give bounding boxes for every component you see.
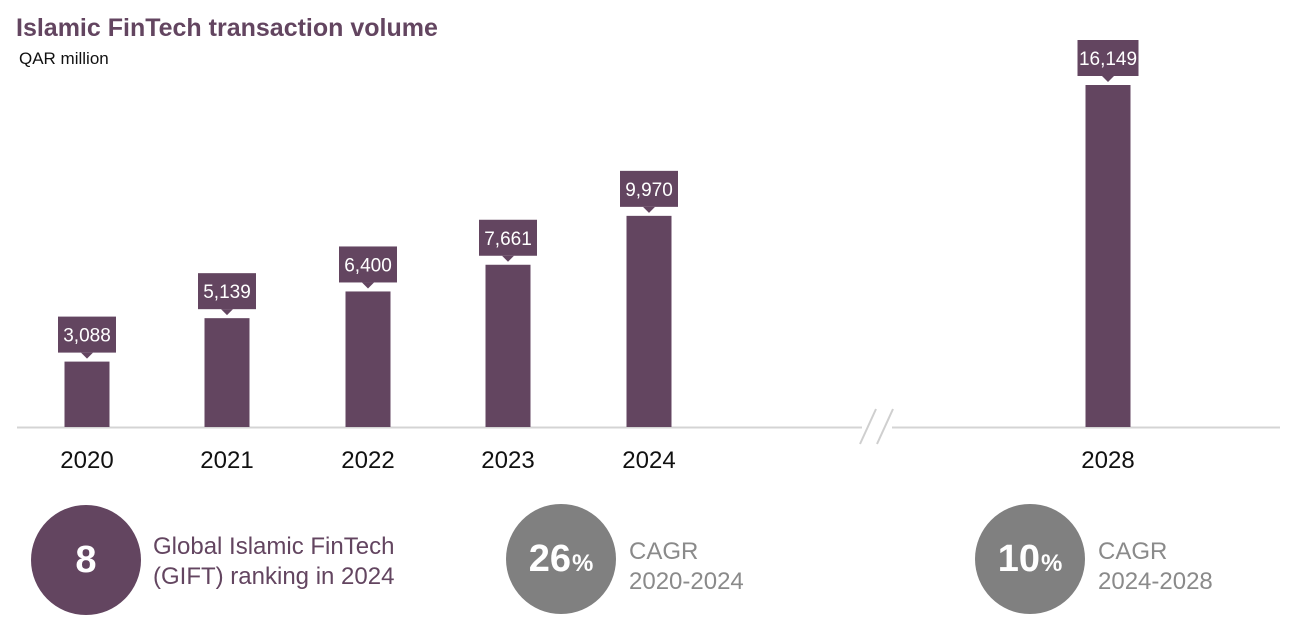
bar-chart: 3,088 2020 5,139 2021 6,400 2022 7,661 2023 9,97… xyxy=(17,40,1280,474)
ranking-caption: Global Islamic FinTech (GIFT) ranking in… xyxy=(153,532,394,592)
ranking-circle: 8 xyxy=(31,505,141,615)
bar-2022 xyxy=(345,291,391,427)
value-callout-2023 xyxy=(479,219,537,256)
cagr-2020-2024-caption: CAGR 2020-2024 xyxy=(629,537,744,597)
value-label-2022: 6,400 xyxy=(344,255,392,276)
chart-unit: QAR million xyxy=(19,49,109,68)
bar-2020 xyxy=(64,361,110,427)
cagr-caption-line: 2024-2028 xyxy=(1098,568,1213,595)
ranking-value: 8 xyxy=(75,538,97,581)
ranking-caption-line: Global Islamic FinTech xyxy=(153,533,395,560)
x-tick-label-2023: 2023 xyxy=(481,447,534,474)
value-callout-pointer-2024 xyxy=(643,206,655,213)
axis-break-mark xyxy=(876,408,894,445)
x-tick-label-2024: 2024 xyxy=(622,447,675,474)
cagr-value: 26 xyxy=(528,537,571,580)
ranking-caption-line: (GIFT) ranking in 2024 xyxy=(153,563,395,590)
bar-2021 xyxy=(204,318,250,427)
x-tick-label-2020: 2020 xyxy=(60,447,113,474)
bar-2023 xyxy=(485,264,531,427)
percent-sign: % xyxy=(571,550,594,577)
value-callout-pointer-2020 xyxy=(81,352,93,359)
value-callout-2020 xyxy=(58,316,116,353)
value-label-2020: 3,088 xyxy=(63,326,111,347)
value-label-2028: 16,149 xyxy=(1079,49,1137,70)
axis-break-mark xyxy=(859,408,877,445)
x-tick-label-2028: 2028 xyxy=(1081,447,1134,474)
value-label-2023: 7,661 xyxy=(484,229,532,250)
value-callout-pointer-2023 xyxy=(502,255,514,262)
cagr-caption-line: 2020-2024 xyxy=(629,568,744,595)
value-callout-2022 xyxy=(339,246,397,283)
value-label-2021: 5,139 xyxy=(203,282,251,303)
value-callout-pointer-2021 xyxy=(221,309,233,316)
x-tick-label-2022: 2022 xyxy=(341,447,394,474)
cagr-caption-line: CAGR xyxy=(1098,538,1168,565)
value-label-2024: 9,970 xyxy=(625,180,673,201)
value-callout-pointer-2022 xyxy=(362,282,374,289)
cagr-2024-2028-caption: CAGR 2024-2028 xyxy=(1098,537,1213,597)
cagr-value: 10 xyxy=(997,537,1040,580)
x-tick-label-2021: 2021 xyxy=(200,447,253,474)
chart-title: Islamic FinTech transaction volume xyxy=(16,14,438,42)
value-callout-2024 xyxy=(620,170,678,207)
value-callout-2028 xyxy=(1077,40,1139,76)
cagr-caption-line: CAGR xyxy=(629,538,699,565)
bar-series: 3,088 2020 5,139 2021 6,400 2022 7,661 2023 9,97… xyxy=(58,40,1139,474)
bar-2028 xyxy=(1085,85,1131,427)
cagr-2020-2024-circle: 26 % xyxy=(506,504,616,614)
cagr-2024-2028-circle: 10 % xyxy=(975,504,1085,614)
value-callout-pointer-2028 xyxy=(1102,76,1114,82)
percent-sign: % xyxy=(1040,550,1063,577)
value-callout-2021 xyxy=(198,273,256,310)
bar-2024 xyxy=(626,215,672,427)
